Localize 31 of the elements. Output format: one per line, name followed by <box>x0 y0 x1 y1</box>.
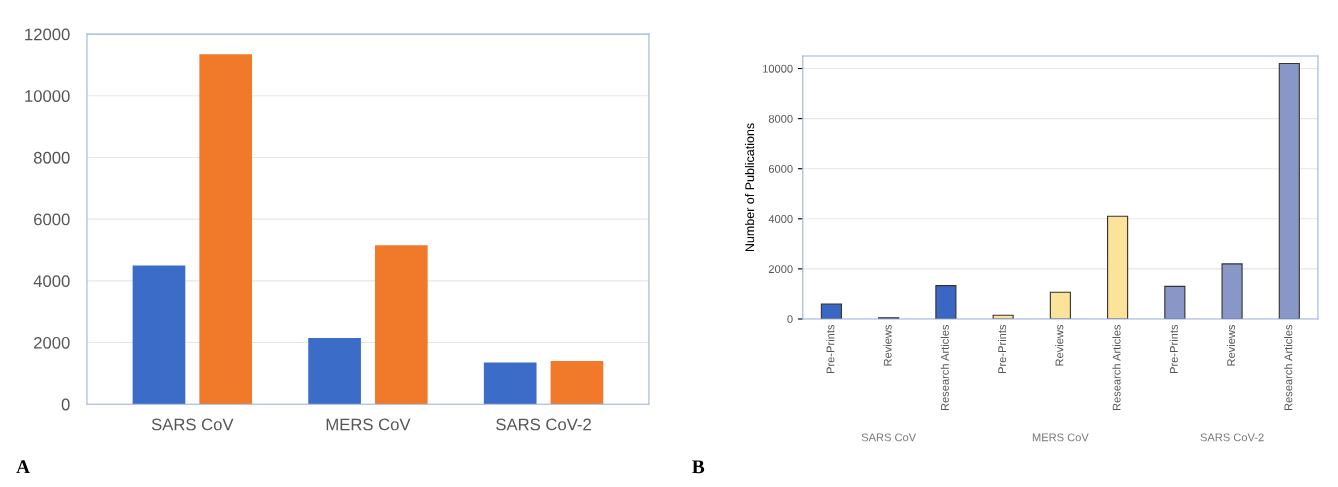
x-tick-label: Pre-Prints <box>997 324 1007 374</box>
x-tick-label: Pre-Prints <box>1169 324 1178 374</box>
x-tick-label: Reviews <box>883 324 892 366</box>
y-tick-label: 0 <box>61 398 70 411</box>
y-tick-label: 8000 <box>768 114 793 123</box>
x-tick-label: Research Articles <box>940 324 949 411</box>
y-tick-label: 2000 <box>768 265 793 274</box>
x-tick-label: Research Articles <box>1112 324 1121 411</box>
y-tick-label: 12000 <box>25 28 70 41</box>
text: A <box>16 460 30 474</box>
text: B <box>692 460 705 474</box>
x-tick-label: SARS CoV-2 <box>496 418 591 431</box>
y-tick-label: 4000 <box>33 275 70 288</box>
y-tick-label: 4000 <box>768 215 793 223</box>
x-tick-label: Reviews <box>1226 324 1236 366</box>
x-tick-label: MERS CoV <box>326 418 411 431</box>
y-tick-label: 10000 <box>763 64 793 73</box>
y-tick-label: 2000 <box>34 336 70 349</box>
y-tick-label: 0 <box>787 315 793 324</box>
x-tick-label: SARS CoV <box>151 418 234 431</box>
x-tick-label: Research Articles <box>1284 324 1293 411</box>
x-tick-label: Pre-Prints <box>826 324 835 374</box>
text: SARS CoV-2 <box>1200 433 1264 442</box>
y-tick-label: 6000 <box>768 164 793 173</box>
text: MERS CoV <box>1032 433 1089 442</box>
text: SARS CoV <box>861 433 917 442</box>
y-tick-label: 8000 <box>33 151 70 164</box>
x-tick-label: Reviews <box>1055 324 1064 366</box>
y-tick-label: 10000 <box>25 90 70 102</box>
y-tick-label: 6000 <box>34 213 70 226</box>
y-axis-title: Number of Publications <box>744 123 755 252</box>
